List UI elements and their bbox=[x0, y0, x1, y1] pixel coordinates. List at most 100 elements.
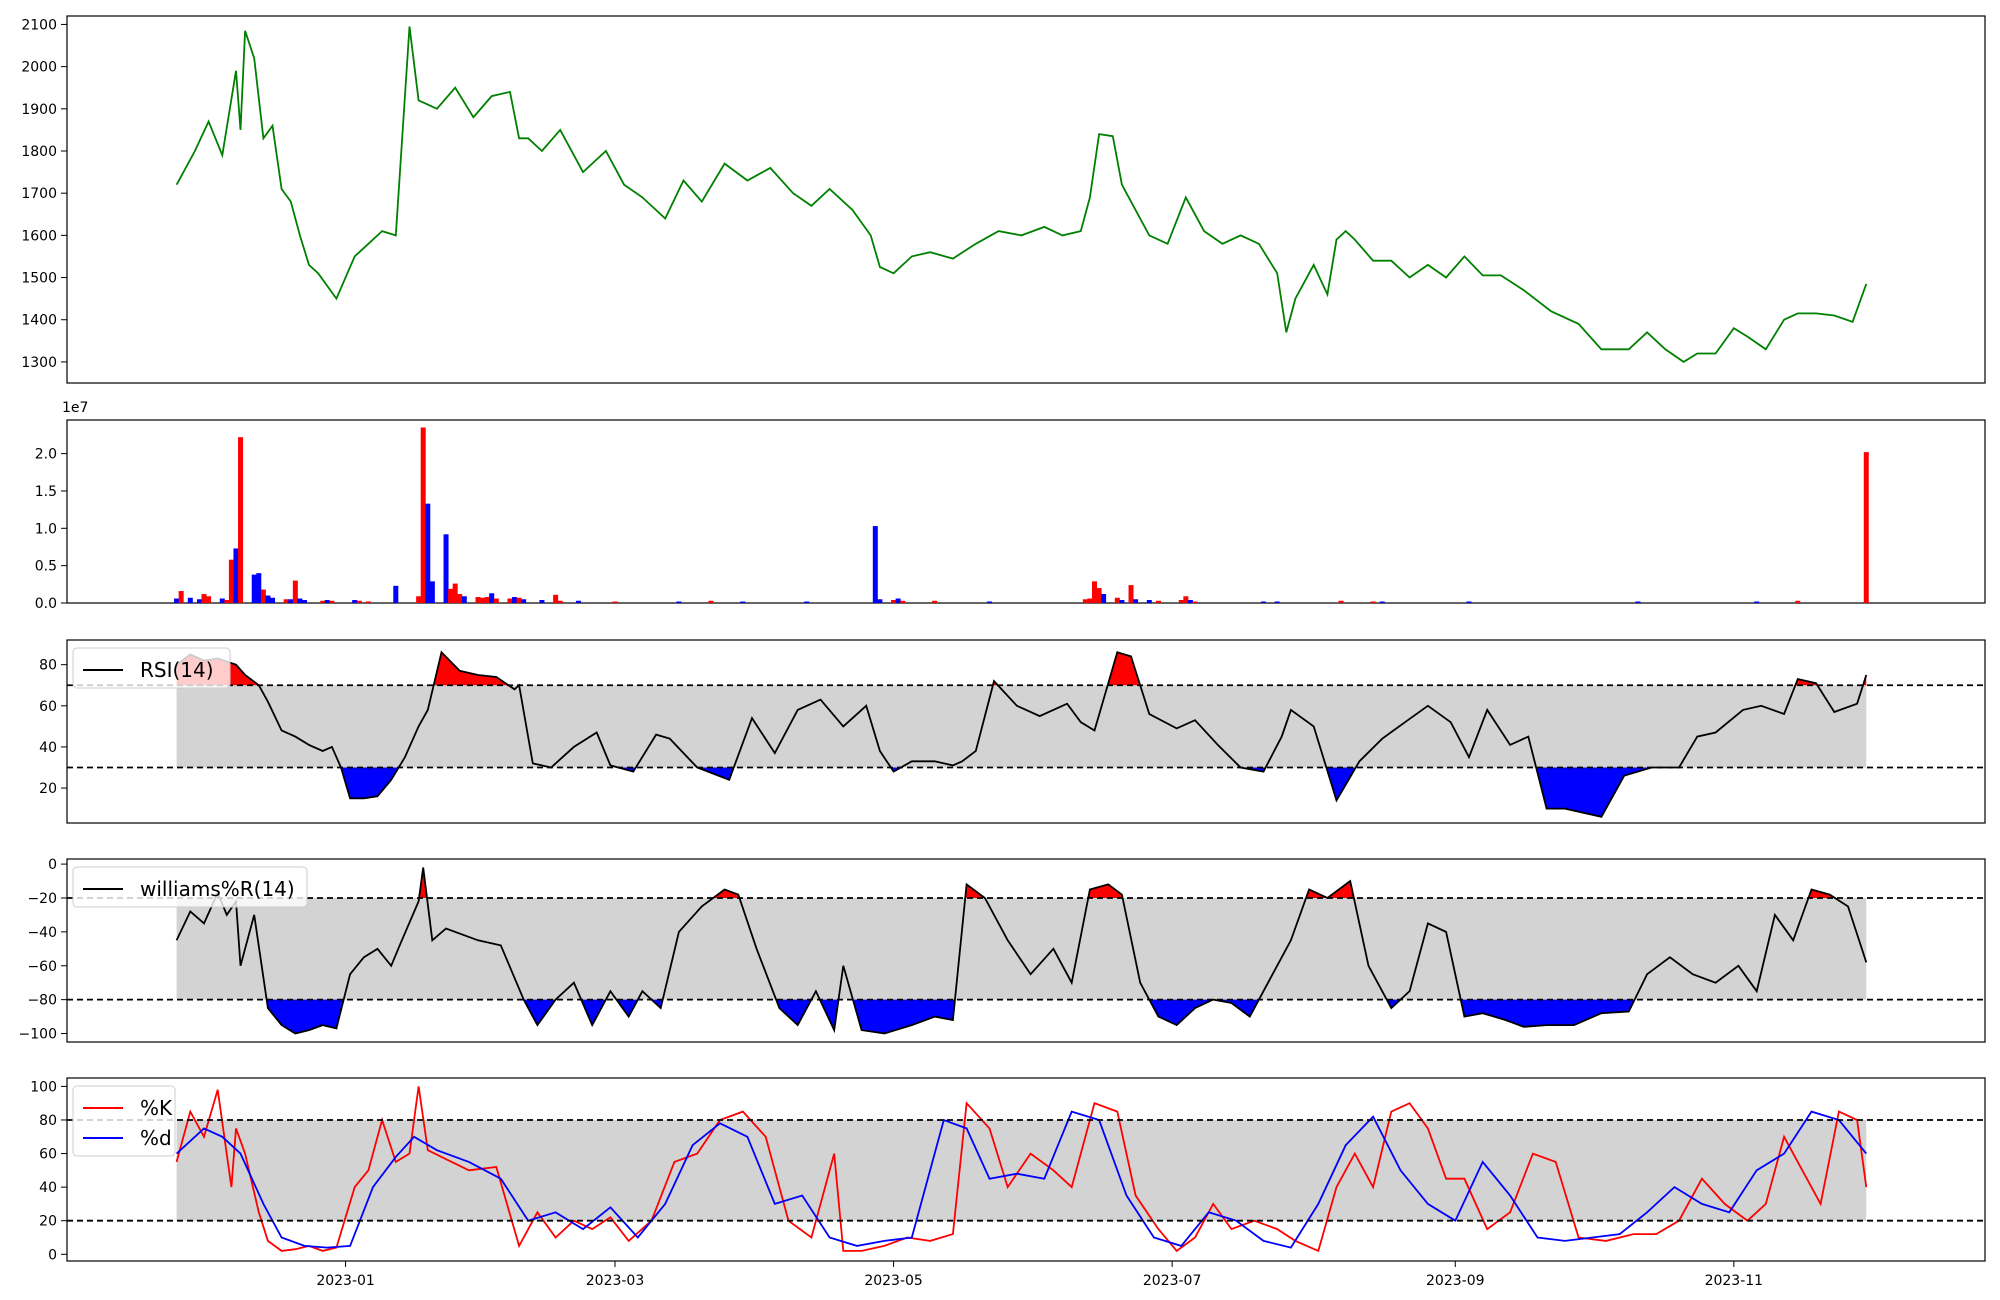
volume-bar bbox=[393, 585, 399, 603]
y-tick-label: 20 bbox=[39, 781, 57, 797]
volume-bar bbox=[356, 600, 362, 603]
volume-bar bbox=[1260, 601, 1266, 603]
volume-bar bbox=[1187, 600, 1193, 603]
y-tick-label: 0 bbox=[48, 1247, 57, 1263]
volume-bar bbox=[1370, 601, 1376, 603]
y-tick-label: 1800 bbox=[21, 144, 57, 160]
oversold-fill bbox=[1536, 767, 1651, 817]
legend-label: williams%R(14) bbox=[140, 877, 295, 901]
volume-bar bbox=[429, 581, 435, 603]
volume-bar bbox=[1635, 601, 1641, 603]
volume-bar bbox=[288, 599, 294, 603]
volume-bar bbox=[425, 503, 431, 603]
volume-bar bbox=[265, 595, 271, 603]
volume-bar bbox=[457, 594, 463, 603]
x-tick-label: 2023-03 bbox=[586, 1273, 645, 1289]
volume-bar bbox=[443, 534, 449, 603]
volume-bar bbox=[1183, 596, 1189, 603]
volume-bar bbox=[900, 600, 906, 603]
volume-bar bbox=[1092, 581, 1097, 603]
volume-bar bbox=[324, 600, 330, 603]
volume-bar bbox=[329, 600, 335, 603]
volume-bar bbox=[1082, 599, 1088, 603]
volume-bar bbox=[676, 601, 682, 603]
volume-bar bbox=[251, 574, 257, 603]
williams-r-panel: −100 −80 −60 −40 −20 0 williams%R(14) bbox=[19, 857, 1986, 1043]
legend-label: %d bbox=[140, 1126, 172, 1150]
volume-bar bbox=[740, 601, 746, 603]
y-tick-label: 1700 bbox=[21, 186, 57, 202]
volume-bar bbox=[1192, 601, 1198, 603]
volume-bar bbox=[301, 600, 307, 603]
volume-bar bbox=[539, 600, 545, 603]
y-tick-label: 0.5 bbox=[35, 559, 57, 575]
volume-bar bbox=[292, 580, 298, 603]
axes-frame bbox=[66, 858, 1986, 1043]
volume-bar bbox=[228, 559, 234, 603]
volume-bar bbox=[512, 597, 518, 603]
oversold-fill bbox=[1461, 999, 1634, 1027]
volume-bar bbox=[557, 600, 563, 603]
y-tick-label: 1400 bbox=[21, 313, 57, 329]
volume-bar bbox=[1133, 599, 1139, 603]
oversold-fill bbox=[341, 767, 399, 799]
volume-bar bbox=[516, 597, 522, 603]
legend-box bbox=[72, 866, 308, 908]
y-tick-label: −40 bbox=[27, 925, 57, 941]
volume-bar bbox=[1114, 597, 1120, 603]
volume-bar bbox=[1338, 600, 1344, 603]
axes-frame bbox=[66, 419, 1986, 604]
price-panel: 1300 1400 1500 1600 1700 1800 1900 2000 2100 bbox=[21, 15, 1986, 384]
y-tick-label: 40 bbox=[39, 740, 57, 756]
neutral-band bbox=[176, 1119, 1867, 1221]
volume-bar bbox=[1096, 588, 1102, 603]
axes-frame bbox=[66, 15, 1986, 384]
volume-bar bbox=[553, 594, 559, 603]
legend-label: RSI(14) bbox=[140, 658, 214, 682]
volume-bar bbox=[521, 599, 527, 603]
volume-bar bbox=[612, 601, 618, 603]
overbought-fill bbox=[1809, 889, 1835, 898]
y-tick-label: 1900 bbox=[21, 102, 57, 118]
volume-bar bbox=[1379, 601, 1385, 603]
stochastic-panel: 0 20 40 60 80 100 2023-01 2023-03 2023-05 2023-07… bbox=[30, 1077, 1986, 1289]
y-tick-label: 1.5 bbox=[35, 484, 57, 500]
williams-line bbox=[175, 867, 1868, 1035]
y-tick-label: 20 bbox=[39, 1214, 57, 1230]
volume-bar bbox=[352, 600, 358, 603]
volume-bar bbox=[1178, 600, 1184, 603]
legend-box bbox=[72, 647, 231, 689]
oversold-fill bbox=[582, 999, 606, 1025]
oversold-fill bbox=[524, 999, 555, 1025]
y-tick-label: 60 bbox=[39, 1147, 57, 1163]
oversold-fill bbox=[776, 999, 812, 1025]
overbought-fill bbox=[1795, 679, 1817, 686]
volume-bar bbox=[1087, 598, 1093, 603]
oversold-fill bbox=[1150, 999, 1258, 1025]
x-tick-label: 2023-07 bbox=[1143, 1273, 1202, 1289]
neutral-band bbox=[176, 685, 1867, 768]
volume-bar bbox=[420, 427, 426, 603]
price-line bbox=[175, 26, 1868, 363]
x-tick-label: 2023-01 bbox=[316, 1273, 375, 1289]
volume-bar bbox=[1863, 452, 1869, 603]
stochastic-k-line bbox=[175, 1086, 1868, 1253]
y-tick-label: 0.0 bbox=[35, 596, 57, 612]
volume-bar bbox=[219, 598, 225, 603]
y-tick-label: 1600 bbox=[21, 228, 57, 244]
volume-bar bbox=[187, 597, 193, 603]
y-tick-label: 60 bbox=[39, 699, 57, 715]
volume-bar bbox=[416, 596, 422, 603]
volume-bar bbox=[256, 573, 262, 603]
volume-bar bbox=[1155, 600, 1161, 603]
volume-bar bbox=[452, 583, 458, 603]
y-tick-label: 2.0 bbox=[35, 447, 57, 463]
volume-bar bbox=[895, 598, 901, 603]
volume-bar bbox=[320, 600, 326, 603]
y-tick-label: 2100 bbox=[21, 17, 57, 33]
y-tick-label: −20 bbox=[27, 891, 57, 907]
volume-bar bbox=[283, 599, 289, 603]
volume-bar bbox=[932, 600, 938, 603]
overbought-fill bbox=[419, 871, 427, 898]
volume-bar bbox=[196, 599, 202, 603]
